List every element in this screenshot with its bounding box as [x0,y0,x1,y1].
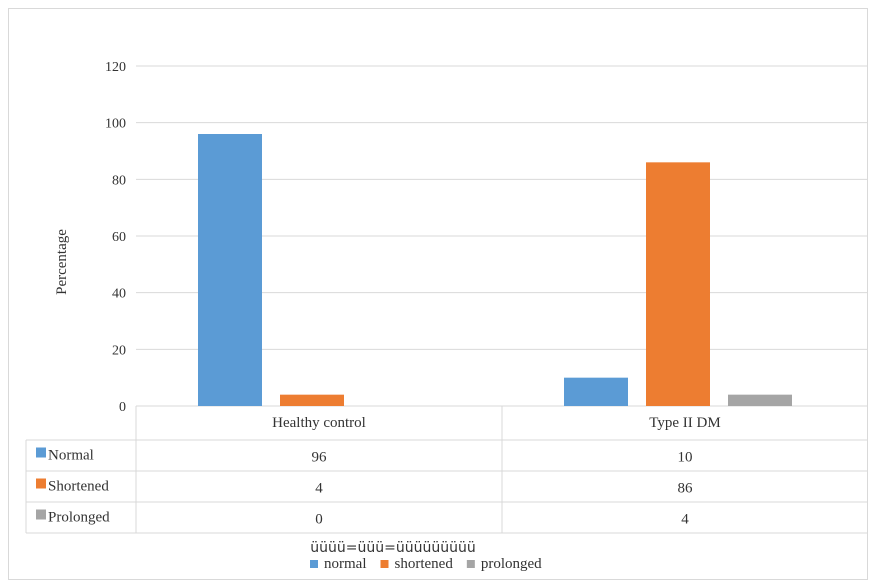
data-label: 86 [678,481,694,497]
y-axis-label: Percentage [54,229,70,295]
chart-frame [8,8,868,580]
table-legend-key [36,478,46,489]
y-tick-label: 120 [105,60,126,75]
y-tick-label: 0 [119,400,126,415]
data-label: 4 [315,481,323,497]
footnote: üüüü=üüü=üüüüüüüüü [310,540,475,556]
legend-swatch [310,560,318,568]
data-label: 10 [678,450,693,466]
data-label: 4 [681,512,689,528]
legend-entry: shortened [395,556,454,572]
bar [198,134,262,406]
bar [728,394,792,406]
bar [646,162,710,406]
data-label: 0 [315,512,323,528]
legend-entry: prolonged [481,556,542,572]
y-tick-label: 100 [105,117,126,132]
table-row-label: Prolonged [48,510,110,526]
y-tick-label: 80 [112,173,126,188]
category-label: Type II DM [649,415,720,431]
legend-swatch [466,560,475,568]
legend-swatch [380,560,389,568]
table-row-label: Normal [48,448,94,464]
y-tick-label: 20 [112,343,126,358]
table-row-label: Shortened [48,479,109,495]
y-tick-label: 60 [112,230,126,245]
y-tick-label: 40 [112,287,126,302]
bar [280,394,344,406]
table-legend-key [36,509,46,520]
category-label: Healthy control [272,415,366,431]
bar [564,377,628,406]
data-label: 96 [312,450,328,466]
legend-entry: normal [324,556,367,572]
table-legend-key [36,447,46,458]
